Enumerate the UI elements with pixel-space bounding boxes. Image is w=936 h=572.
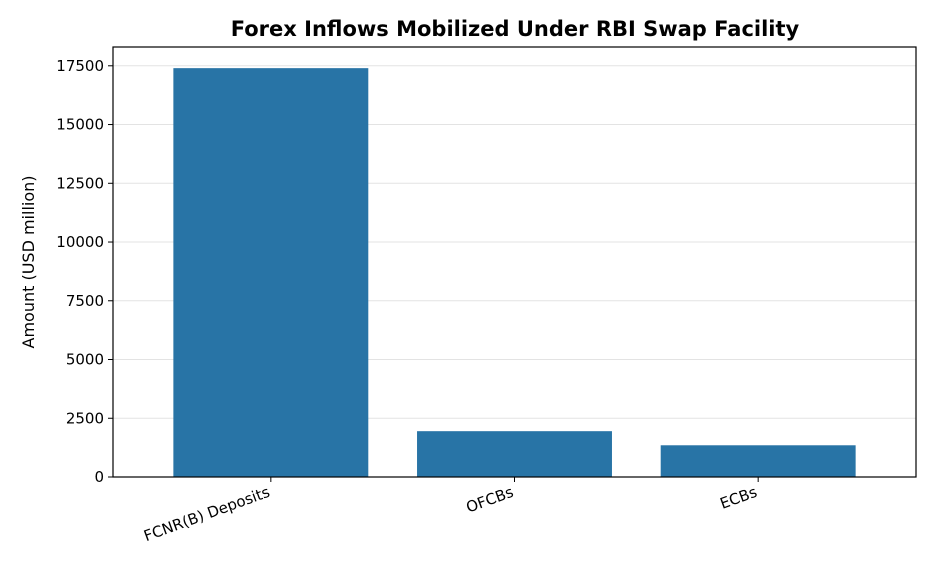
bar bbox=[173, 68, 369, 478]
x-tick-label: ECBs bbox=[718, 483, 760, 513]
bar bbox=[417, 431, 612, 477]
chart-title: Forex Inflows Mobilized Under RBI Swap F… bbox=[231, 17, 800, 41]
y-tick-label: 17500 bbox=[56, 57, 104, 75]
y-axis: 0 2500 5000 7500 10000 12500 15000 17500 bbox=[56, 57, 113, 486]
y-tick-label: 5000 bbox=[66, 351, 104, 369]
y-tick-label: 10000 bbox=[56, 233, 104, 251]
y-tick-label: 7500 bbox=[66, 292, 104, 310]
x-axis: FCNR(B) Deposits OFCBs ECBs bbox=[141, 477, 760, 545]
bars bbox=[173, 68, 856, 478]
y-tick-label: 15000 bbox=[56, 116, 104, 134]
bar bbox=[660, 445, 856, 477]
x-tick-label: FCNR(B) Deposits bbox=[141, 483, 272, 545]
y-tick-label: 12500 bbox=[56, 174, 104, 192]
y-tick-label: 2500 bbox=[66, 409, 104, 427]
y-tick-label: 0 bbox=[94, 468, 104, 486]
y-axis-label: Amount (USD million) bbox=[19, 175, 38, 348]
x-tick-label: OFCBs bbox=[464, 483, 516, 517]
